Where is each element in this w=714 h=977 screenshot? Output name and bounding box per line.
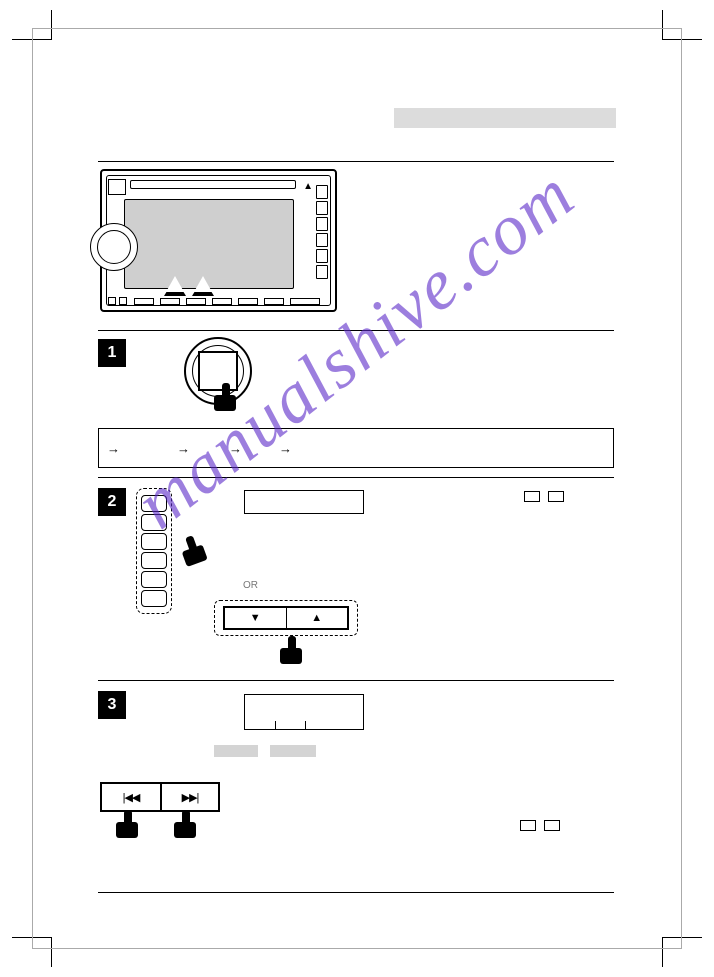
- device-bottom-button-row: [134, 298, 320, 305]
- caution-icons: [166, 276, 212, 292]
- section-header-strip: [394, 108, 616, 128]
- device-illustration: ▲: [100, 169, 337, 312]
- preset-button[interactable]: [141, 514, 167, 531]
- preset-button[interactable]: [141, 552, 167, 569]
- device-aux-panel: [108, 179, 126, 195]
- step-number-1: 1: [98, 339, 126, 367]
- lcd-preview-step3: [244, 694, 364, 730]
- device-preset-slot: [316, 185, 328, 199]
- arrow-icon: →: [177, 441, 190, 456]
- grey-placeholder-label: [214, 745, 258, 757]
- eject-icon: ▲: [303, 181, 313, 192]
- preset-buttons-column: [136, 488, 172, 614]
- skip-back-button[interactable]: |◀◀: [100, 782, 160, 812]
- skip-buttons-group: |◀◀ ▶▶|: [100, 782, 220, 812]
- tune-up-button[interactable]: ▲: [287, 608, 348, 628]
- grey-placeholder-label: [270, 745, 316, 757]
- note-ref-box: [544, 820, 560, 831]
- preset-button[interactable]: [141, 495, 167, 512]
- rule-after-step1: [98, 477, 614, 478]
- preset-button[interactable]: [141, 571, 167, 588]
- device-bottom-left-buttons: [108, 297, 127, 305]
- note-ref-box: [524, 491, 540, 502]
- note-ref-box: [548, 491, 564, 502]
- skip-forward-icon: ▶▶|: [182, 791, 199, 804]
- device-preset-slot: [316, 233, 328, 247]
- up-triangle-icon: ▲: [311, 612, 322, 624]
- hand-pointer-icon: [278, 636, 304, 666]
- down-triangle-icon: ▼: [250, 612, 261, 624]
- skip-back-icon: |◀◀: [123, 791, 140, 804]
- arrow-icon: →: [279, 441, 292, 456]
- or-label: OR: [243, 580, 258, 591]
- step-number-3: 3: [98, 691, 126, 719]
- device-preset-slot: [316, 201, 328, 215]
- hand-pointer-icon: [212, 383, 238, 413]
- rule-bottom: [98, 892, 614, 893]
- caution-icon: [194, 276, 212, 292]
- tune-down-button[interactable]: ▼: [225, 608, 287, 628]
- preset-button[interactable]: [141, 533, 167, 550]
- preset-button[interactable]: [141, 590, 167, 607]
- hand-pointer-icon: [114, 810, 140, 840]
- step-number-2: 2: [98, 488, 126, 516]
- tune-rocker-group: ▼ ▲: [214, 600, 358, 636]
- note-ref-box: [520, 820, 536, 831]
- hand-pointer-icon: [172, 810, 198, 840]
- lcd-preview-step2: [244, 490, 364, 514]
- device-disc-slot: [130, 180, 296, 189]
- arrow-icon: →: [229, 441, 242, 456]
- rule-after-device: [98, 330, 614, 331]
- device-volume-knob: [90, 223, 138, 271]
- caution-icon: [166, 276, 184, 292]
- device-preset-column: [316, 185, 330, 281]
- device-preset-slot: [316, 249, 328, 263]
- source-flow-box: → → → →: [98, 428, 614, 468]
- skip-forward-button[interactable]: ▶▶|: [160, 782, 220, 812]
- arrow-icon: →: [107, 441, 120, 456]
- rule-top: [98, 161, 614, 162]
- device-preset-slot: [316, 217, 328, 231]
- device-preset-slot: [316, 265, 328, 279]
- rule-after-step2: [98, 680, 614, 681]
